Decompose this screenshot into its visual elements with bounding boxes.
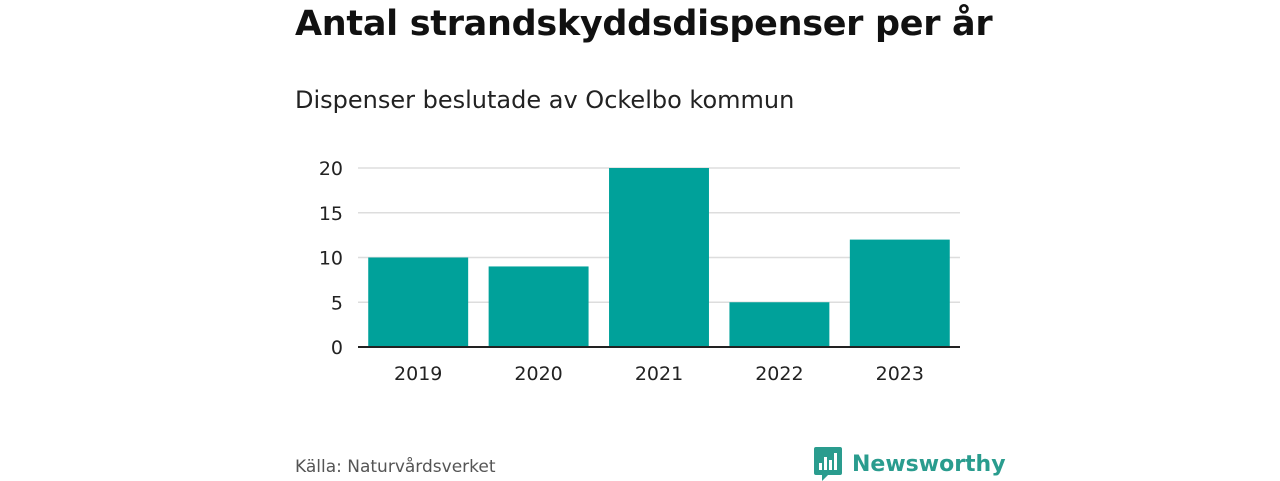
bar: [849, 239, 950, 347]
bar-chart-bubble-icon: [814, 447, 842, 481]
tick-labels: 0 5 10 15 20 2019 2020 2021 2022 2023: [319, 158, 924, 385]
bars: [368, 168, 950, 347]
y-tick-label: 10: [319, 248, 343, 270]
x-tick-label: 2021: [635, 363, 683, 385]
brand-name: Newsworthy: [852, 451, 1006, 477]
y-tick-label: 20: [319, 158, 343, 180]
brand-logo: Newsworthy: [814, 447, 1006, 481]
y-tick-label: 15: [319, 203, 343, 225]
source-note: Källa: Naturvårdsverket: [295, 457, 496, 477]
chart-title: Antal strandskyddsdispenser per år: [295, 4, 993, 44]
bar: [488, 266, 589, 347]
bar: [609, 168, 709, 347]
x-tick-label: 2019: [394, 363, 442, 385]
bar: [729, 302, 830, 347]
chart-subtitle: Dispenser beslutade av Ockelbo kommun: [295, 86, 795, 114]
x-tick-label: 2020: [514, 363, 562, 385]
y-tick-label: 0: [331, 337, 343, 359]
x-tick-label: 2022: [755, 363, 803, 385]
y-tick-label: 5: [331, 292, 343, 314]
bar: [368, 257, 469, 347]
x-tick-label: 2023: [876, 363, 924, 385]
